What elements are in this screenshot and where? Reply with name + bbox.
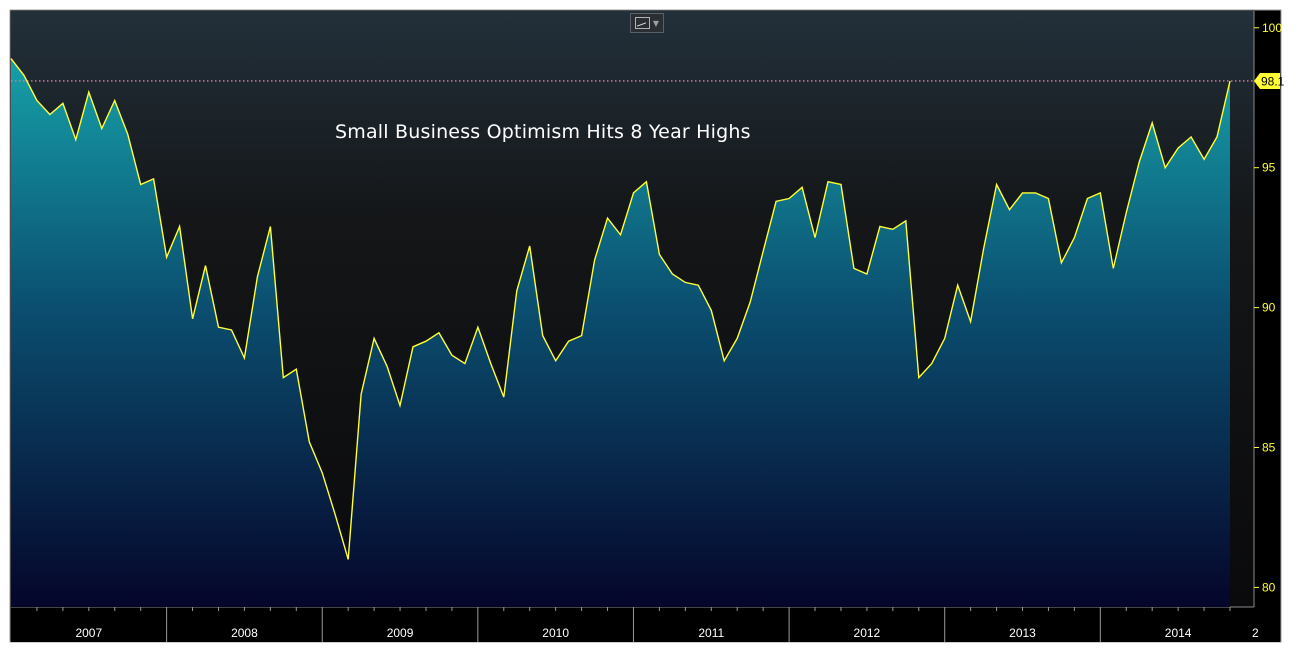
chart-type-button[interactable]: ▼ — [630, 13, 664, 33]
y-tick-label: 90 — [1262, 301, 1276, 315]
line-chart-icon — [634, 17, 650, 29]
x-tick-label: 2010 — [542, 626, 569, 640]
x-tick-label: 2008 — [231, 626, 258, 640]
x-tick-label: 2009 — [387, 626, 414, 640]
y-tick-label: 95 — [1262, 161, 1276, 175]
x-tick-label: 2011 — [698, 626, 724, 640]
y-tick-label: 100 — [1262, 21, 1282, 35]
last-value-label: 98.1 — [1261, 74, 1285, 88]
chart-title: Small Business Optimism Hits 8 Year High… — [335, 121, 751, 143]
x-tick-label: 2013 — [1009, 626, 1036, 640]
y-tick-label: 85 — [1262, 441, 1276, 455]
x-tick-label: 2012 — [854, 626, 881, 640]
x-tick-label: 2007 — [75, 626, 102, 640]
chevron-down-icon: ▼ — [652, 18, 660, 28]
x-tick-label: 2 — [1252, 626, 1259, 640]
x-axis-panel — [11, 607, 1280, 642]
x-tick-label: 2014 — [1165, 626, 1192, 640]
series-area — [11, 58, 1230, 608]
series-line — [10, 58, 1231, 560]
y-axis-panel — [1254, 11, 1280, 607]
y-tick-label: 80 — [1262, 580, 1276, 594]
last-value-badge — [1254, 72, 1280, 89]
